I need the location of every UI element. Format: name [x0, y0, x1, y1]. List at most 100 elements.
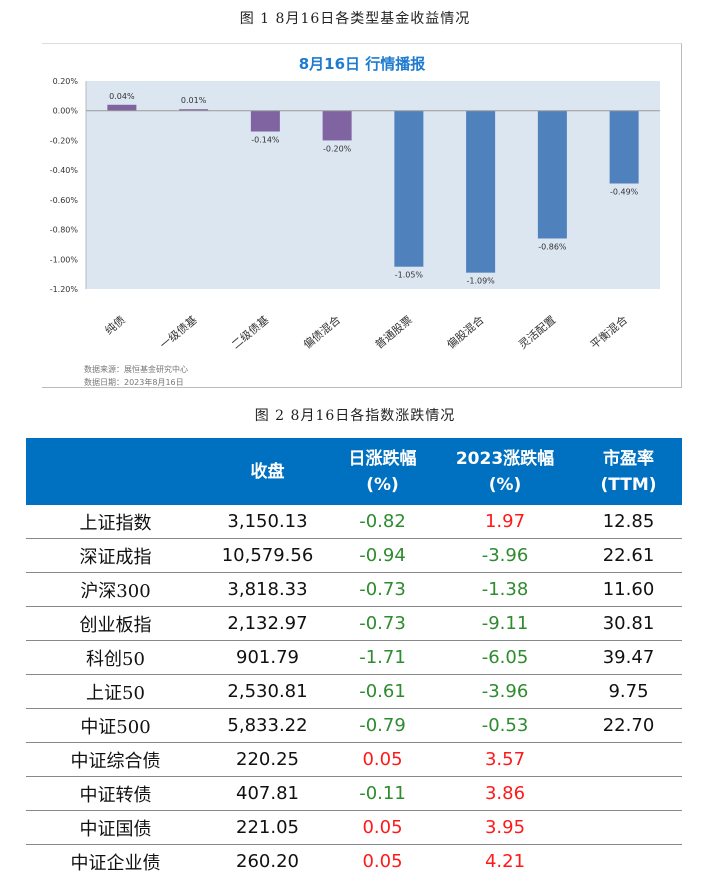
data-label: 0.01%: [181, 96, 207, 105]
x-tick-label: 纯债: [102, 313, 128, 338]
x-tick-label: 偏债混合: [300, 313, 343, 352]
y-tick-label: 0.00%: [53, 107, 79, 116]
data-label: 0.04%: [109, 92, 135, 101]
daily-change: -0.73: [330, 607, 435, 641]
pe-ttm: 22.61: [575, 539, 682, 573]
close-value: 10,579.56: [205, 539, 330, 573]
close-value: 3,818.33: [205, 573, 330, 607]
index-name: 沪深300: [26, 573, 205, 607]
x-tick-label: 平衡混合: [587, 313, 630, 352]
close-value: 221.05: [205, 811, 330, 845]
ytd-change: -3.96: [435, 675, 575, 709]
index-name: 上证指数: [26, 505, 205, 539]
chart-title: 8月16日 行情播报: [299, 55, 426, 73]
x-tick-label: 灵活配置: [516, 313, 558, 351]
date-note: 数据日期：2023年8月16日: [84, 377, 184, 387]
ytd-change: -3.96: [435, 539, 575, 573]
index-name: 科创50: [26, 641, 205, 675]
daily-change: -0.94: [330, 539, 435, 573]
ytd-change: 3.86: [435, 777, 575, 811]
index-name: 中证企业债: [26, 845, 205, 878]
x-tick-label: 二级债基: [229, 313, 272, 352]
ytd-change: -1.38: [435, 573, 575, 607]
ytd-change: -0.53: [435, 709, 575, 743]
close-value: 2,530.81: [205, 675, 330, 709]
column-header: 日涨跌幅 (%): [330, 438, 435, 505]
y-tick-label: -1.20%: [50, 285, 79, 294]
daily-change: 0.05: [330, 743, 435, 777]
ytd-change: -6.05: [435, 641, 575, 675]
data-label: -1.09%: [466, 277, 495, 286]
close-value: 260.20: [205, 845, 330, 878]
x-tick-label: 偏股混合: [444, 313, 487, 352]
y-tick-label: -0.80%: [50, 226, 79, 235]
index-name: 深证成指: [26, 539, 205, 573]
pe-ttm: [575, 777, 682, 811]
plot-area: [86, 81, 660, 289]
close-value: 3,150.13: [205, 505, 330, 539]
header-row: 收盘日涨跌幅 (%)2023涨跌幅 (%)市盈率 (TTM): [26, 438, 682, 505]
column-header: 收盘: [205, 438, 330, 505]
source-note: 数据来源：展恒基金研究中心: [84, 364, 188, 374]
y-tick-label: -0.60%: [50, 196, 79, 205]
daily-change: 0.05: [330, 845, 435, 878]
y-tick-label: -0.20%: [50, 136, 79, 145]
index-name: 中证国债: [26, 811, 205, 845]
pe-ttm: 12.85: [575, 505, 682, 539]
pe-ttm: 39.47: [575, 641, 682, 675]
ytd-change: 4.21: [435, 845, 575, 878]
daily-change: -0.79: [330, 709, 435, 743]
bar: [466, 111, 495, 273]
pe-ttm: [575, 845, 682, 878]
column-header: [26, 438, 205, 505]
column-header: 2023涨跌幅 (%): [435, 438, 575, 505]
pe-ttm: 30.81: [575, 607, 682, 641]
index-name: 中证500: [26, 709, 205, 743]
y-tick-label: -1.00%: [50, 255, 79, 264]
x-tick-label: 一级债基: [157, 313, 200, 352]
ytd-change: 3.57: [435, 743, 575, 777]
figure2-caption: 图 2 8月16日各指数涨跌情况: [0, 405, 710, 425]
column-header: 市盈率 (TTM): [575, 438, 682, 505]
close-value: 901.79: [205, 641, 330, 675]
bar: [538, 111, 567, 239]
daily-change: -0.61: [330, 675, 435, 709]
data-label: -0.20%: [323, 144, 352, 153]
pe-ttm: 11.60: [575, 573, 682, 607]
bar: [107, 105, 136, 111]
figure1-caption: 图 1 8月16日各类型基金收益情况: [0, 8, 710, 28]
ytd-change: 3.95: [435, 811, 575, 845]
x-tick-label: 普通股票: [372, 313, 415, 352]
daily-change: -0.11: [330, 777, 435, 811]
data-label: -0.14%: [251, 136, 280, 145]
ytd-change: 1.97: [435, 505, 575, 539]
data-label: -1.05%: [395, 271, 424, 280]
close-value: 407.81: [205, 777, 330, 811]
pe-ttm: 9.75: [575, 675, 682, 709]
bar: [323, 111, 352, 141]
bar: [251, 111, 280, 132]
daily-change: -0.73: [330, 573, 435, 607]
bar: [610, 111, 639, 184]
bar: [394, 111, 423, 267]
close-value: 220.25: [205, 743, 330, 777]
index-name: 中证转债: [26, 777, 205, 811]
daily-change: -1.71: [330, 641, 435, 675]
bar-chart: 8月16日 行情播报0.20%0.00%-0.20%-0.40%-0.60%-0…: [42, 44, 682, 389]
ytd-change: -9.11: [435, 607, 575, 641]
pe-ttm: [575, 743, 682, 777]
data-label: -0.86%: [538, 242, 567, 251]
index-name: 中证综合债: [26, 743, 205, 777]
